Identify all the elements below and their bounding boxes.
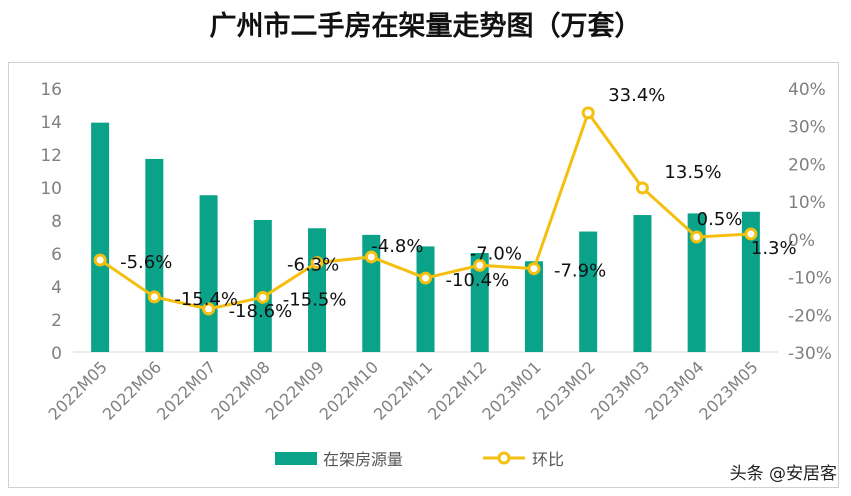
right-tick-label: -10%	[788, 269, 832, 289]
line-point	[310, 256, 324, 270]
legend-line-label: 环比	[532, 450, 564, 469]
left-tick-label: 8	[51, 212, 62, 232]
left-tick-label: 2	[51, 311, 62, 331]
right-tick-label: 10%	[788, 193, 826, 213]
legend-line-marker	[497, 451, 511, 465]
right-tick-label: -20%	[788, 306, 832, 326]
line-point	[93, 253, 107, 267]
chart-frame	[8, 62, 839, 488]
bar	[524, 261, 543, 352]
data-label: -18.6%	[229, 301, 293, 322]
left-tick-label: 16	[40, 80, 62, 100]
right-tick-label: 40%	[788, 80, 826, 100]
line-point	[690, 230, 704, 244]
right-tick-label: -30%	[788, 344, 832, 364]
line-point	[202, 302, 216, 316]
line-point	[473, 258, 487, 272]
bar	[253, 220, 272, 352]
data-label: -15.4%	[174, 289, 238, 310]
data-label: -5.6%	[120, 252, 172, 273]
chart-title: 广州市二手房在架量走势图（万套）	[209, 11, 642, 42]
watermark: 头条 @安居客	[729, 464, 837, 484]
line-point	[527, 262, 541, 276]
bar	[633, 215, 652, 352]
data-label: -6.3%	[287, 255, 339, 276]
data-label: -10.4%	[446, 270, 510, 291]
left-tick-label: 12	[40, 146, 62, 166]
right-tick-label: 20%	[788, 155, 826, 175]
data-label: -7.9%	[554, 261, 606, 282]
data-label: 1.3%	[751, 238, 797, 259]
bar	[579, 231, 598, 352]
line-point	[256, 290, 270, 304]
bar	[362, 234, 381, 352]
data-label: -4.8%	[371, 236, 423, 257]
line-point	[419, 271, 432, 285]
line-point	[581, 106, 595, 120]
left-tick-label: 14	[40, 113, 62, 133]
right-tick-label: 30%	[788, 118, 826, 138]
x-tick-label: 2023M05	[695, 357, 761, 423]
bar	[416, 246, 435, 352]
left-tick-label: 4	[51, 278, 62, 298]
line-point	[744, 227, 758, 241]
data-label: 13.5%	[664, 162, 721, 183]
data-label: 33.4%	[608, 85, 665, 106]
data-label: -7.0%	[470, 243, 522, 264]
data-label: 0.5%	[697, 209, 743, 230]
bar	[687, 213, 706, 352]
left-tick-label: 6	[51, 245, 62, 265]
line-point	[147, 290, 161, 304]
data-label: -15.5%	[283, 289, 347, 310]
bar	[145, 158, 164, 352]
left-tick-label: 10	[40, 179, 62, 199]
right-tick-label: 0%	[788, 231, 815, 251]
bar	[470, 253, 489, 352]
line-point	[364, 250, 378, 264]
left-tick-label: 0	[51, 344, 62, 364]
bar	[199, 195, 218, 352]
legend-bar-swatch	[275, 452, 317, 465]
line-point	[635, 181, 649, 195]
bar	[741, 211, 760, 352]
legend-bar-label: 在架房源量	[323, 450, 403, 469]
bar	[91, 122, 110, 353]
